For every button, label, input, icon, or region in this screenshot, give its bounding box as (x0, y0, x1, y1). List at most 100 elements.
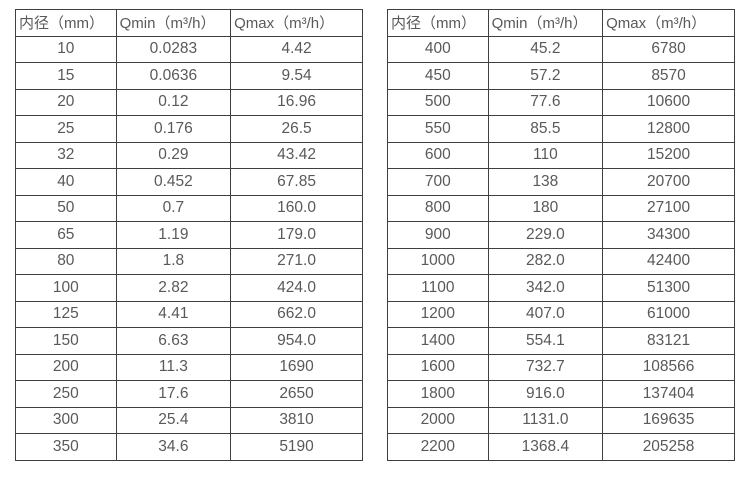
table-cell: 6.63 (115, 327, 232, 355)
table-row: 400 45.2 6780 (387, 35, 735, 63)
table-row: 1100 342.0 51300 (387, 274, 735, 302)
table-cell: 32 (15, 141, 117, 169)
table-cell: 65 (15, 221, 117, 249)
table-cell: 9.54 (230, 62, 363, 90)
table-cell: 5190 (230, 433, 363, 461)
table-row: 125 4.41 662.0 (15, 300, 363, 328)
table-cell: 229.0 (487, 221, 604, 249)
table-cell: 57.2 (487, 62, 604, 90)
header-row: 内径（mm） Qmin（m³/h） Qmax（m³/h） (15, 9, 363, 37)
table-cell: 61000 (602, 300, 735, 328)
table-row: 20 0.12 16.96 (15, 88, 363, 116)
table-cell: 25.4 (115, 406, 232, 434)
table-cell: 34.6 (115, 433, 232, 461)
table-row: 700 138 20700 (387, 168, 735, 196)
table-cell: 916.0 (487, 380, 604, 408)
table-cell: 110 (487, 141, 604, 169)
table-cell: 250 (15, 380, 117, 408)
table-cell: 12800 (602, 115, 735, 143)
table-cell: 4.41 (115, 300, 232, 328)
table-row: 2200 1368.4 205258 (387, 433, 735, 461)
table-cell: 205258 (602, 433, 735, 461)
table-cell: 282.0 (487, 247, 604, 275)
table-cell: 16.96 (230, 88, 363, 116)
table-cell: 27100 (602, 194, 735, 222)
table-row: 150 6.63 954.0 (15, 327, 363, 355)
table-cell: 10600 (602, 88, 735, 116)
table-cell: 6780 (602, 35, 735, 63)
column-header: 内径（mm） (387, 9, 489, 37)
column-header: Qmin（m³/h） (115, 9, 232, 37)
table-row: 80 1.8 271.0 (15, 247, 363, 275)
table-row: 450 57.2 8570 (387, 62, 735, 90)
table-row: 50 0.7 160.0 (15, 194, 363, 222)
table-cell: 954.0 (230, 327, 363, 355)
table-cell: 11.3 (115, 353, 232, 381)
table-cell: 1600 (387, 353, 489, 381)
table-cell: 15 (15, 62, 117, 90)
table-row: 900 229.0 34300 (387, 221, 735, 249)
table-row: 1600 732.7 108566 (387, 353, 735, 381)
table-cell: 1400 (387, 327, 489, 355)
table-row: 40 0.452 67.85 (15, 168, 363, 196)
table-cell: 100 (15, 274, 117, 302)
table-cell: 20700 (602, 168, 735, 196)
table-cell: 108566 (602, 353, 735, 381)
table-cell: 85.5 (487, 115, 604, 143)
column-header: Qmin（m³/h） (487, 9, 604, 37)
table-cell: 900 (387, 221, 489, 249)
table-cell: 25 (15, 115, 117, 143)
table-cell: 2.82 (115, 274, 232, 302)
table-cell: 550 (387, 115, 489, 143)
column-header: 内径（mm） (15, 9, 117, 37)
table-cell: 1.19 (115, 221, 232, 249)
table-cell: 42400 (602, 247, 735, 275)
table-row: 25 0.176 26.5 (15, 115, 363, 143)
table-row: 15 0.0636 9.54 (15, 62, 363, 90)
table-row: 2000 1131.0 169635 (387, 406, 735, 434)
table-cell: 4.42 (230, 35, 363, 63)
table-cell: 342.0 (487, 274, 604, 302)
table-cell: 0.0636 (115, 62, 232, 90)
table-row: 1800 916.0 137404 (387, 380, 735, 408)
table-row: 550 85.5 12800 (387, 115, 735, 143)
table-cell: 34300 (602, 221, 735, 249)
table-row: 500 77.6 10600 (387, 88, 735, 116)
table-cell: 17.6 (115, 380, 232, 408)
table-cell: 179.0 (230, 221, 363, 249)
table-cell: 424.0 (230, 274, 363, 302)
table-cell: 200 (15, 353, 117, 381)
table-cell: 1131.0 (487, 406, 604, 434)
table-row: 800 180 27100 (387, 194, 735, 222)
table-cell: 138 (487, 168, 604, 196)
table-cell: 1100 (387, 274, 489, 302)
table-cell: 500 (387, 88, 489, 116)
table-cell: 51300 (602, 274, 735, 302)
table-cell: 180 (487, 194, 604, 222)
table-cell: 300 (15, 406, 117, 434)
table-cell: 2650 (230, 380, 363, 408)
table-cell: 67.85 (230, 168, 363, 196)
table-cell: 160.0 (230, 194, 363, 222)
table-cell: 0.452 (115, 168, 232, 196)
table-cell: 2200 (387, 433, 489, 461)
column-header: Qmax（m³/h） (602, 9, 735, 37)
table-cell: 50 (15, 194, 117, 222)
table-cell: 3810 (230, 406, 363, 434)
table-cell: 125 (15, 300, 117, 328)
table-cell: 700 (387, 168, 489, 196)
table-cell: 83121 (602, 327, 735, 355)
table-row: 10 0.0283 4.42 (15, 35, 363, 63)
table-cell: 0.176 (115, 115, 232, 143)
table-cell: 1368.4 (487, 433, 604, 461)
table-cell: 0.12 (115, 88, 232, 116)
table-cell: 1000 (387, 247, 489, 275)
table-row: 350 34.6 5190 (15, 433, 363, 461)
table-cell: 169635 (602, 406, 735, 434)
table-cell: 8570 (602, 62, 735, 90)
table-row: 65 1.19 179.0 (15, 221, 363, 249)
table-cell: 43.42 (230, 141, 363, 169)
table-cell: 15200 (602, 141, 735, 169)
table-row: 1200 407.0 61000 (387, 300, 735, 328)
table-cell: 271.0 (230, 247, 363, 275)
